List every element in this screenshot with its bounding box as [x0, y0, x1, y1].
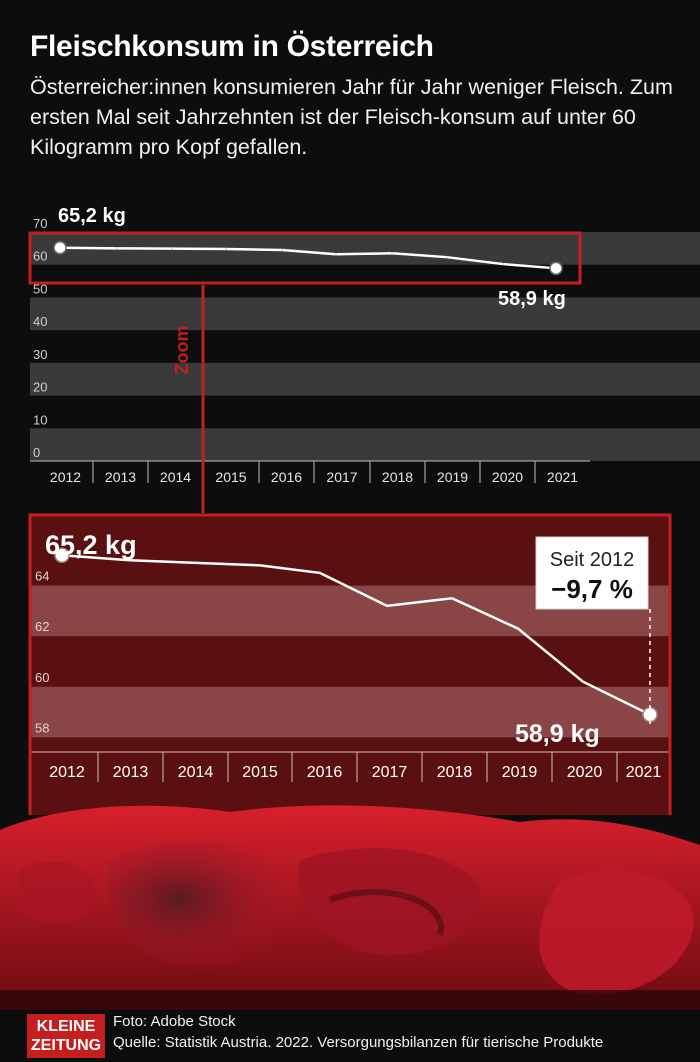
change-badge-value: −9,7 % — [551, 574, 633, 604]
y-tick-label: 50 — [33, 281, 47, 296]
x-tick-label: 2012 — [49, 764, 85, 781]
y-tick-label: 64 — [35, 569, 49, 584]
x-tick-label: 2018 — [437, 764, 473, 781]
change-badge — [535, 536, 649, 610]
y-tick-label: 60 — [35, 670, 49, 685]
x-tick-label: 2016 — [307, 764, 343, 781]
y-tick-label: 0 — [33, 445, 40, 460]
x-tick-label: 2014 — [160, 469, 191, 485]
data-point — [53, 240, 67, 255]
y-tick-label: 70 — [33, 216, 47, 231]
x-tick-label: 2017 — [372, 764, 408, 781]
x-tick-label: 2021 — [547, 469, 578, 485]
chart-canvas: 0 10 20 30 40 50 60 70 2012 2013 2014 2015 2016 2017 2… — [0, 205, 700, 1010]
x-tick-label: 2021 — [626, 764, 662, 781]
x-tick-label: 2016 — [271, 469, 302, 485]
x-tick-label: 2013 — [113, 764, 149, 781]
y-tick-label: 10 — [33, 412, 47, 427]
kleine-zeitung-logo: KLEINE ZEITUNG — [27, 1014, 105, 1058]
x-tick-label: 2019 — [437, 469, 468, 485]
series-line — [61, 553, 651, 716]
y-tick-label: 58 — [35, 720, 49, 735]
zoom-frame — [28, 513, 672, 815]
y-tick-label: 30 — [33, 347, 47, 362]
grid-band — [30, 297, 700, 331]
end-value-label: 58,9 kg — [498, 288, 566, 310]
y-tick-label: 20 — [33, 380, 47, 395]
x-tick-label: 2020 — [492, 469, 523, 485]
grid-band — [30, 362, 700, 396]
chart-title: Fleischkonsum in Österreich — [30, 30, 434, 63]
start-value-label: 65,2 kg — [58, 205, 126, 227]
x-tick-label: 2018 — [382, 469, 413, 485]
x-tick-label: 2017 — [326, 469, 357, 485]
overview-chart: 0 10 20 30 40 50 60 70 2012 2013 2014 2015 2016 2017 2… — [28, 205, 700, 485]
grid-band — [30, 686, 670, 738]
series-line — [59, 246, 557, 270]
photo-credit: Foto: Adobe Stock — [113, 1013, 236, 1030]
footer: KLEINE ZEITUNG Foto: Adobe Stock Quelle: … — [0, 1010, 700, 1062]
x-tick-label: 2013 — [105, 469, 136, 485]
source-note: Quelle: Statistik Austria. 2022. Versorg… — [113, 1034, 604, 1051]
y-tick-label: 62 — [35, 619, 49, 634]
detail-chart: 58 60 62 64 2012 2013 2014 2015 2016 2017 2018 2019… — [28, 513, 672, 815]
x-tick-label: 2019 — [502, 764, 538, 781]
data-point — [54, 547, 70, 563]
change-badge-caption: Seit 2012 — [550, 549, 635, 571]
y-tick-label: 60 — [33, 249, 47, 264]
chart-subtitle: Österreicher:innen konsumieren Jahr für … — [30, 75, 673, 159]
zoom-box — [28, 231, 582, 285]
x-tick-label: 2014 — [178, 764, 214, 781]
end-value-label: 58,9 kg — [515, 720, 600, 748]
data-point — [549, 261, 563, 276]
zoom-label: Zoom — [172, 326, 192, 375]
start-value-label: 65,2 kg — [45, 530, 137, 560]
grid-band — [30, 428, 700, 461]
y-tick-label: 40 — [33, 314, 47, 329]
x-tick-label: 2012 — [50, 469, 81, 485]
meat-photo — [0, 805, 700, 1010]
x-tick-label: 2020 — [567, 764, 603, 781]
x-tick-label: 2015 — [242, 764, 278, 781]
x-tick-label: 2015 — [215, 469, 246, 485]
